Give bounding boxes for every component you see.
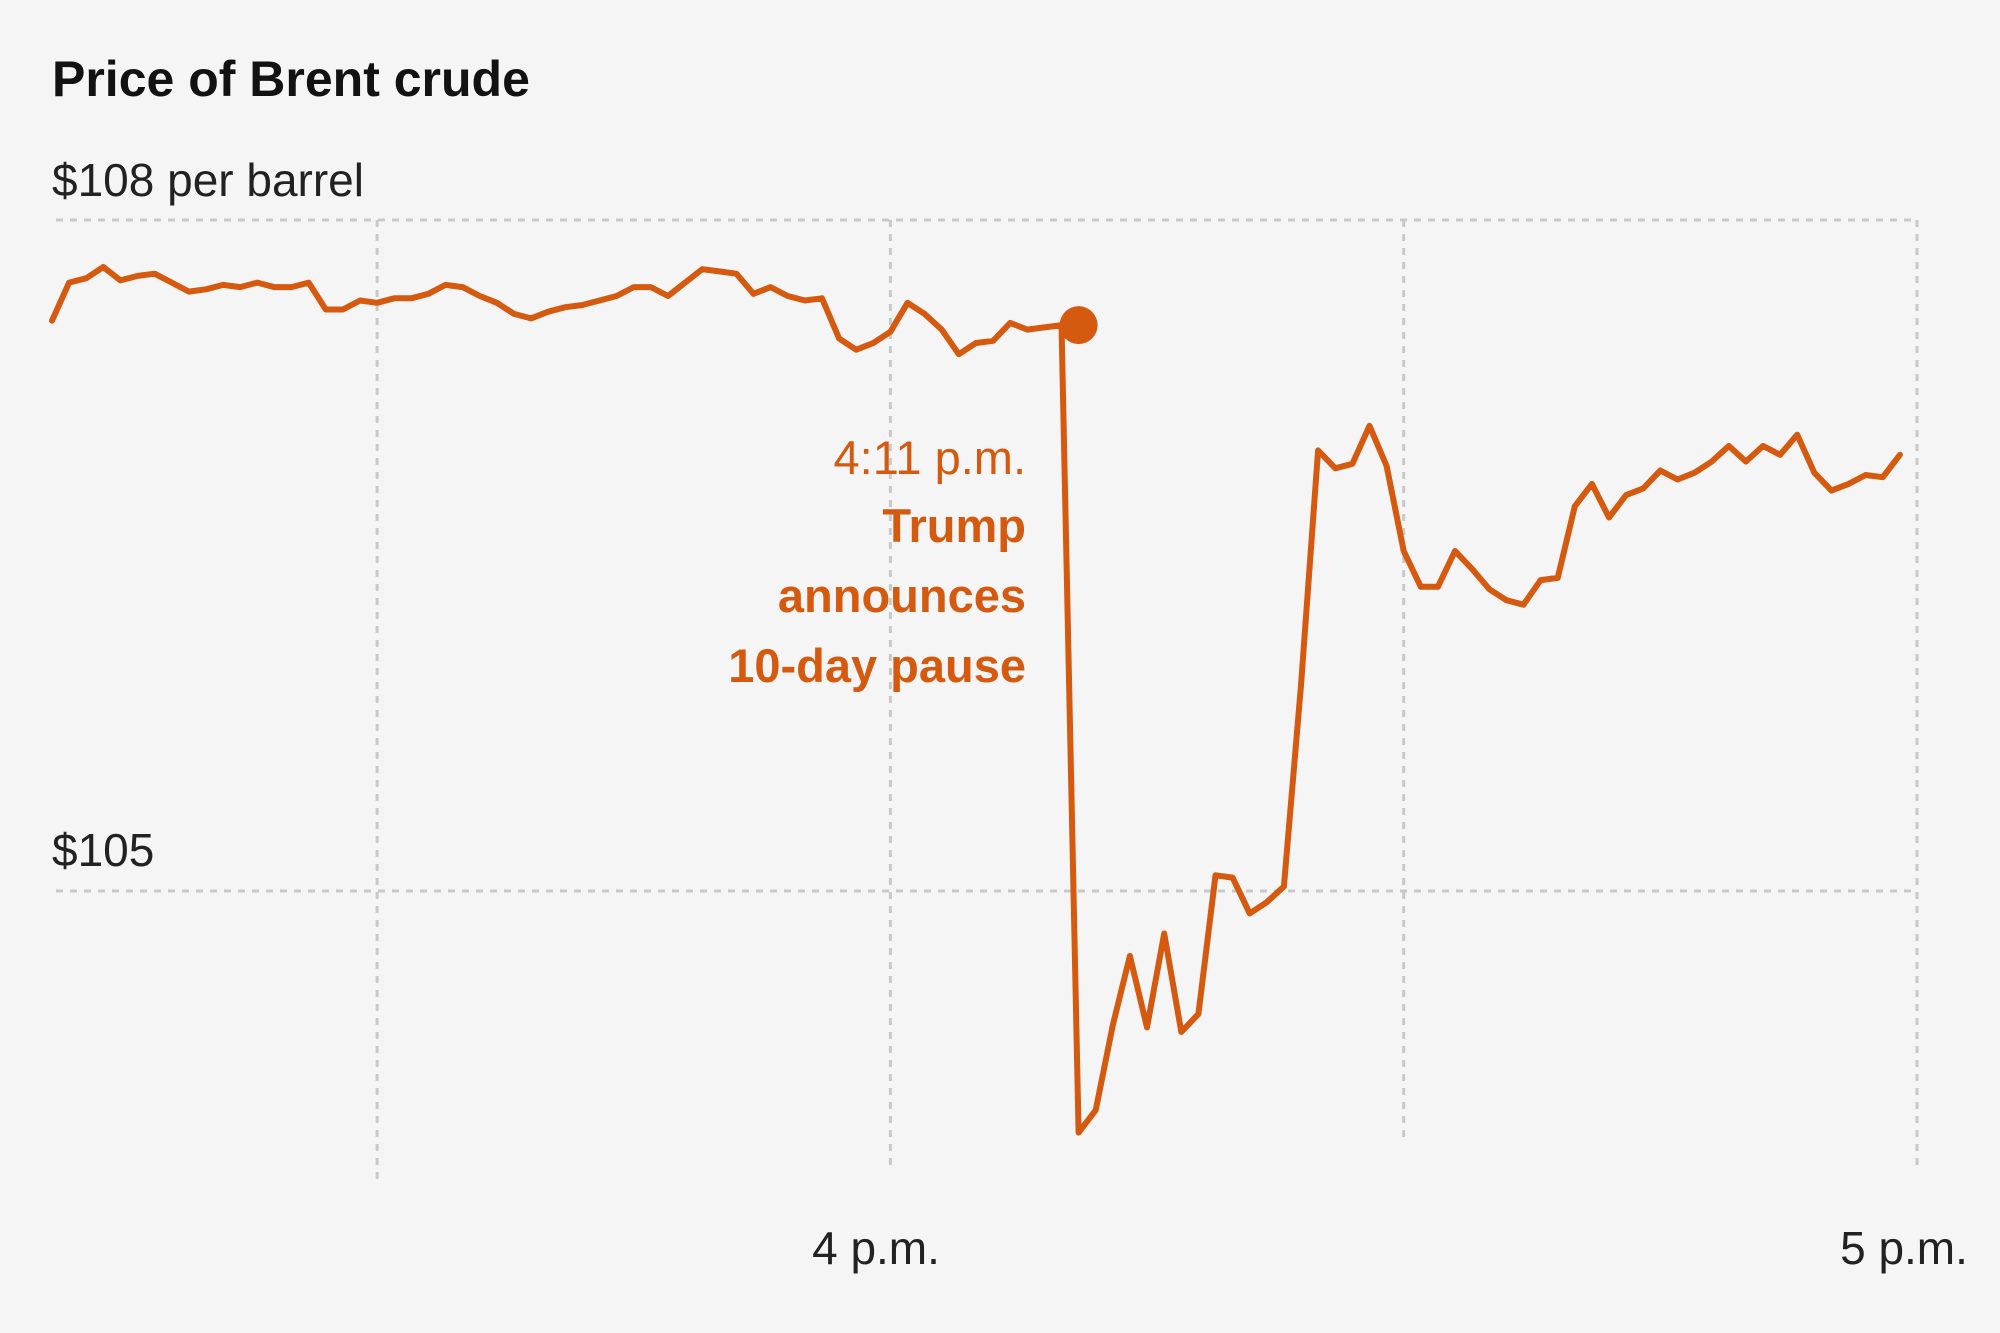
price-line [49,264,1903,1136]
y-tick-label-105: $105 [52,824,154,876]
annotation-line-3: 10-day pause [728,639,1026,692]
y-tick-label-108: $108 per barrel [52,154,364,206]
annotation-marker [1059,306,1098,345]
chart-title: Price of Brent crude [52,51,530,107]
x-tick-label-4pm: 4 p.m. [812,1222,940,1274]
x-tick-label-5pm: 5 p.m. [1840,1222,1968,1274]
annotation-line-2: announces [778,569,1026,622]
series-layer [49,264,1903,1136]
annotation-line-1: Trump [882,499,1026,552]
annotation-time-label: 4:11 p.m. [834,431,1026,484]
grid-layer [56,218,1919,1185]
